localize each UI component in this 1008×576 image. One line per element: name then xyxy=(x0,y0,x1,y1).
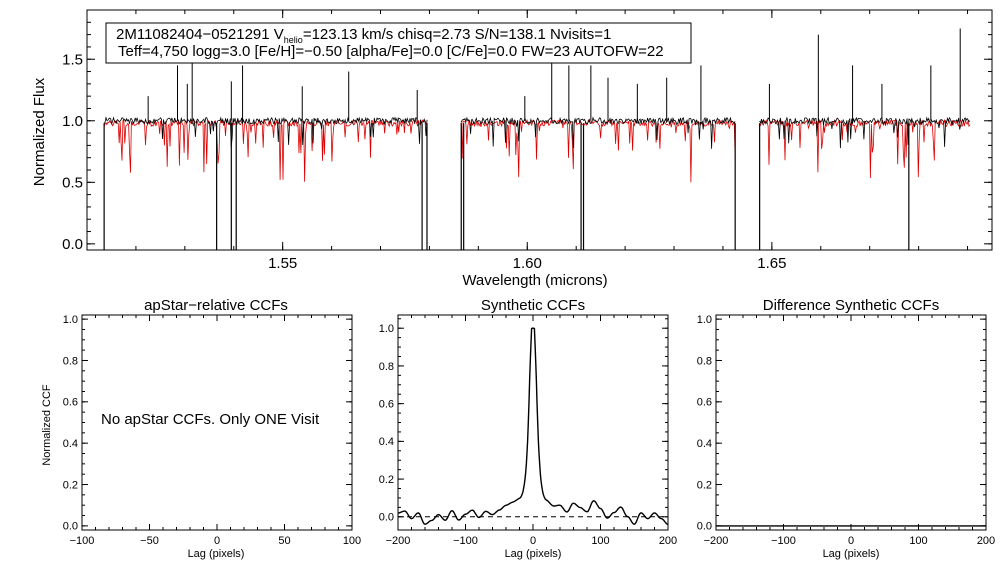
y-tick-label: 0.5 xyxy=(62,175,83,192)
spectrum-info-box: 2M11082404−0521291 Vhelio=123.13 km/s ch… xyxy=(105,22,692,64)
info-box-line-2: Teff=4,750 logg=3.0 [Fe/H]=−0.50 [alpha/… xyxy=(118,43,664,60)
info-line1-post: =123.13 km/s chisq=2.73 S/N=138.1 Nvisit… xyxy=(303,26,612,43)
info-box-frame xyxy=(105,22,692,64)
spectrum-panel: 1.55 1.60 1.65 0.0 0.5 1.0 1.5 2M11082404−0521… xyxy=(31,9,993,289)
x-tick-label: 1.55 xyxy=(268,255,297,272)
y-tick-label: 0.8 xyxy=(697,355,712,367)
apstar-ccf-x-label: Lag (pixels) xyxy=(188,548,245,560)
spectrum-x-label: Wavelength (microns) xyxy=(462,272,607,289)
synthetic-ccf-series xyxy=(397,327,669,525)
synthetic-ccf-title: Synthetic CCFs xyxy=(481,297,585,314)
y-tick-label: 1.0 xyxy=(379,323,394,335)
info-line1-sub: helio xyxy=(284,35,303,45)
info-box-line-1: 2M11082404−0521291 Vhelio=123.13 km/s ch… xyxy=(116,26,611,45)
y-tick-label: 0.4 xyxy=(697,438,712,450)
difference-ccf-ticks: −200 −100 0 100 200 0.0 0.2 0.4 0.6 0.8 1.0 xyxy=(697,314,995,547)
apstar-ccf-message: No apStar CCFs. Only ONE Visit xyxy=(101,411,320,428)
y-tick-label: 0.6 xyxy=(379,398,394,410)
x-tick-label: −100 xyxy=(70,535,95,547)
difference-ccf-plot-frame xyxy=(715,314,987,531)
synthetic-ccf-panel: Synthetic CCFs −200 −100 0 100 200 0.0 0.2 0.4 0… xyxy=(379,297,677,560)
x-tick-label: −200 xyxy=(704,535,729,547)
y-tick-label: 0.6 xyxy=(697,397,712,409)
x-tick-label: 50 xyxy=(278,535,290,547)
y-tick-label: 0.2 xyxy=(63,479,78,491)
y-tick-label: 0.6 xyxy=(63,397,78,409)
y-tick-label: 1.0 xyxy=(62,113,83,130)
y-tick-label: 1.5 xyxy=(62,51,83,68)
y-tick-label: 0.4 xyxy=(379,436,394,448)
observed-spectrum-line xyxy=(103,116,971,149)
y-tick-label: 0.0 xyxy=(62,236,83,253)
x-tick-label: −100 xyxy=(453,535,478,547)
x-tick-label: 100 xyxy=(591,535,609,547)
y-tick-label: 1.0 xyxy=(63,314,78,326)
apstar-ccf-ticks: −100 −50 0 50 100 0.0 0.2 0.4 0.6 0.8 1.0 xyxy=(63,314,361,547)
difference-ccf-panel: Difference Synthetic CCFs −200 −100 0 100 20… xyxy=(697,297,995,560)
x-tick-label: −50 xyxy=(140,535,159,547)
synthetic-ccf-ticks: −200 −100 0 100 200 0.0 0.2 0.4 0.6 0.8 1.0 xyxy=(379,315,677,547)
difference-ccf-title: Difference Synthetic CCFs xyxy=(763,297,939,314)
x-tick-label: −100 xyxy=(771,535,796,547)
apstar-ccf-y-label: Normalized CCF xyxy=(41,384,53,466)
y-tick-label: 0.0 xyxy=(379,512,394,524)
y-tick-label: 0.2 xyxy=(379,474,394,486)
synthetic-ccf-line xyxy=(397,327,669,525)
x-tick-label: 200 xyxy=(659,535,677,547)
x-tick-label: 0 xyxy=(214,535,220,547)
y-tick-label: 0.2 xyxy=(697,479,712,491)
y-tick-label: 0.0 xyxy=(63,521,78,533)
spectrum-y-label: Normalized Flux xyxy=(31,77,48,186)
difference-ccf-x-label: Lag (pixels) xyxy=(823,548,880,560)
synthetic-ccf-x-label: Lag (pixels) xyxy=(505,548,562,560)
synthetic-ccf-plot-frame xyxy=(397,314,669,531)
apstar-ccf-title: apStar−relative CCFs xyxy=(144,297,288,314)
x-tick-label: 1.65 xyxy=(757,255,786,272)
x-tick-label: 0 xyxy=(530,535,536,547)
y-tick-label: 0.8 xyxy=(379,361,394,373)
y-tick-label: 1.0 xyxy=(697,314,712,326)
x-tick-label: 0 xyxy=(848,535,854,547)
x-tick-label: 100 xyxy=(909,535,927,547)
info-line1-pre: 2M11082404−0521291 V xyxy=(116,26,284,43)
y-tick-label: 0.0 xyxy=(697,521,712,533)
x-tick-label: 100 xyxy=(343,535,361,547)
x-tick-label: −200 xyxy=(386,535,411,547)
spectrum-ticks: 1.55 1.60 1.65 0.0 0.5 1.0 1.5 xyxy=(62,10,992,272)
y-tick-label: 0.4 xyxy=(63,438,78,450)
x-tick-label: 200 xyxy=(977,535,995,547)
x-tick-label: 1.60 xyxy=(513,255,542,272)
apstar-ccf-panel: apStar−relative CCFs −100 −50 0 50 100 0.0 0.2… xyxy=(41,297,361,560)
y-tick-label: 0.8 xyxy=(63,355,78,367)
spectrum-plot-frame xyxy=(86,9,993,251)
